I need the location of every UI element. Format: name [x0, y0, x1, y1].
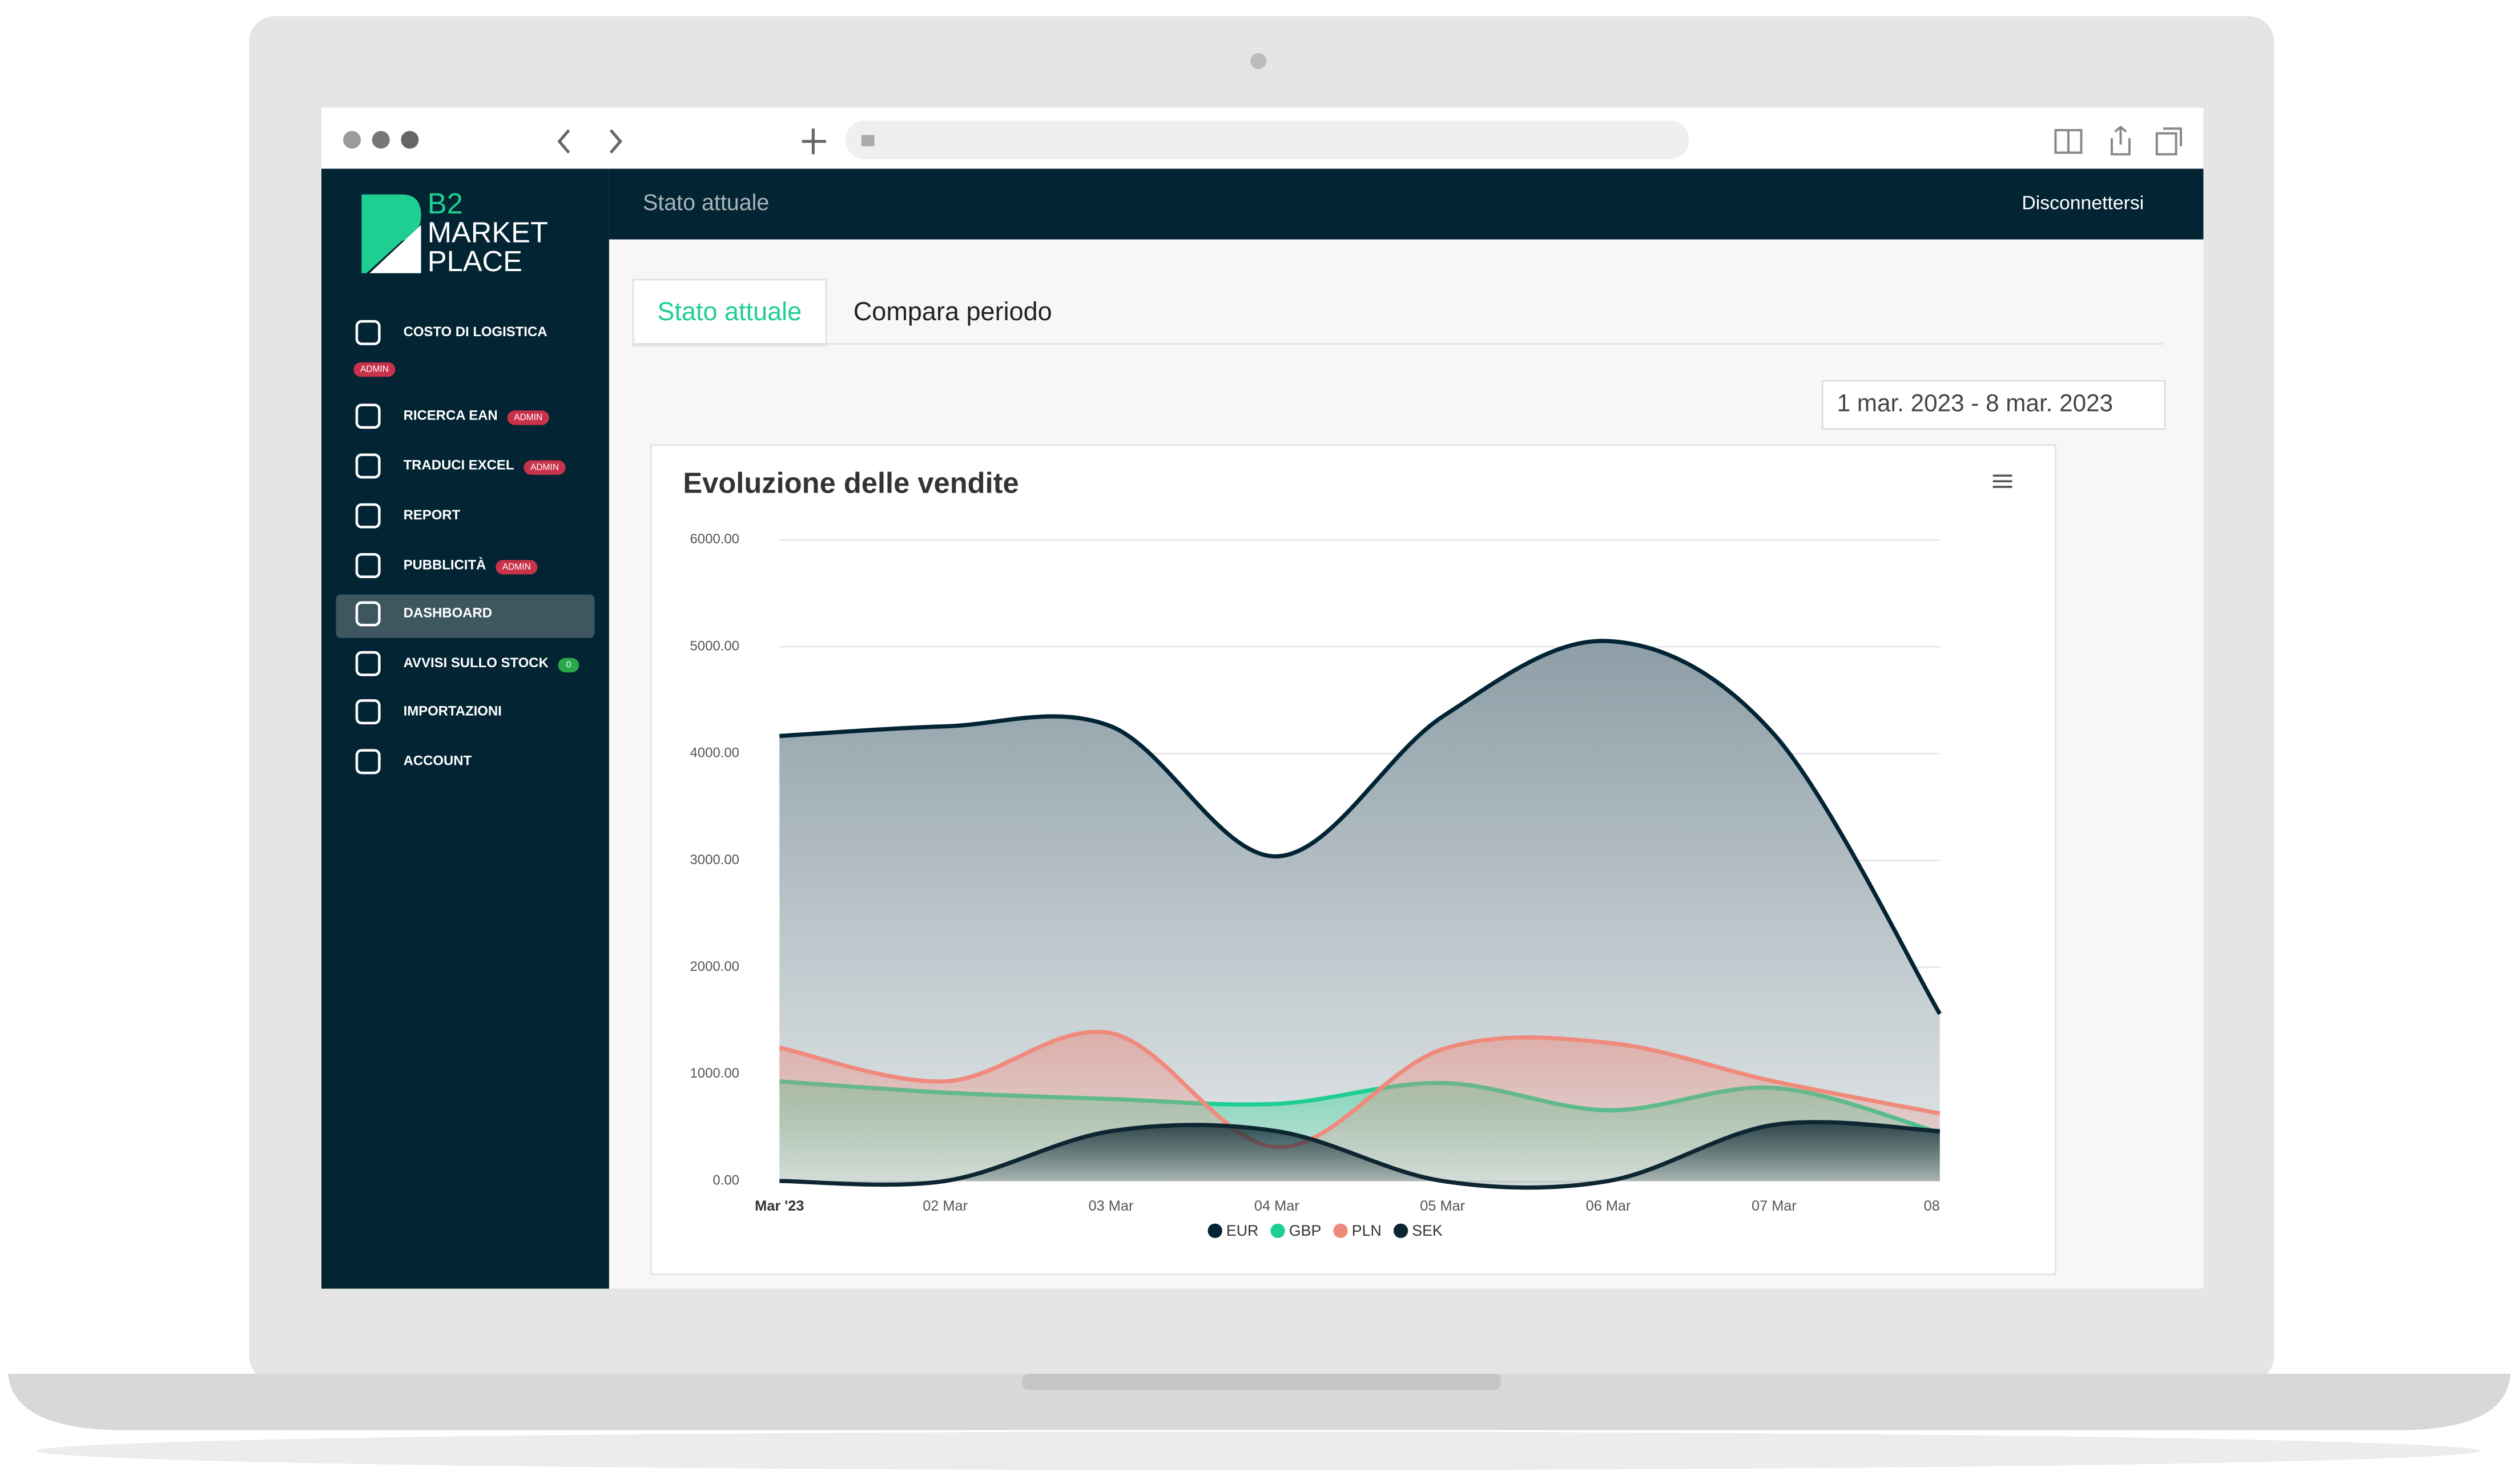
legend-label[interactable]: EUR [1226, 1222, 1258, 1239]
badge [507, 410, 549, 425]
notch [1022, 1373, 1501, 1390]
x-tick-label: 02 Mar [923, 1198, 968, 1214]
laptop-shadow [37, 1431, 2480, 1470]
top-header [609, 168, 2204, 240]
x-tick-label: 06 Mar [1586, 1198, 1631, 1214]
y-tick-label: 3000.00 [690, 852, 739, 868]
menu-icon [355, 320, 381, 345]
legend-label[interactable]: SEK [1412, 1222, 1443, 1239]
y-tick-label: 1000.00 [690, 1066, 739, 1081]
menu-icon [355, 699, 381, 725]
camera [1250, 53, 1267, 70]
x-tick-label: 05 Mar [1420, 1198, 1465, 1214]
series-line [779, 1120, 1940, 1190]
menu-item[interactable]: PUBBLICITÀ [404, 556, 486, 572]
badge-text: ADMIN [502, 562, 531, 572]
x-tick-label: Mar '23 [755, 1198, 804, 1214]
menu-item[interactable]: REPORT [404, 507, 461, 523]
logo-mark [361, 194, 421, 273]
y-tick-label: 5000.00 [690, 638, 739, 654]
menu-item[interactable]: COSTO DI LOGISTICA [404, 324, 548, 340]
logo-text: B2 [428, 187, 463, 220]
menu-item[interactable]: AVVISI SULLO STOCK [404, 655, 549, 671]
laptop-base [8, 1373, 2511, 1430]
chart-menu[interactable] [1992, 474, 2012, 488]
header-title: Stato attuale [643, 190, 769, 215]
browser-icons[interactable] [2054, 125, 2182, 156]
x-tick-label: 04 Mar [1254, 1198, 1299, 1214]
nav-icons[interactable] [557, 128, 826, 155]
menu-icon [355, 503, 381, 529]
badge-text: ADMIN [514, 413, 542, 422]
y-tick-label: 6000.00 [690, 531, 739, 547]
legend-label[interactable]: GBP [1289, 1222, 1321, 1239]
menu-active-bg [336, 594, 595, 638]
badge [558, 658, 579, 673]
x-tick-label: 03 Mar [1089, 1198, 1134, 1214]
menu-icon [355, 404, 381, 429]
logo-text: PLACE [428, 245, 522, 277]
badge-text: ADMIN [360, 365, 389, 374]
menu-icon [355, 453, 381, 479]
x-tick-label: 08 M [1924, 1198, 1956, 1214]
window-dot [343, 131, 361, 149]
legend-dot[interactable] [1333, 1223, 1348, 1239]
window-dot [401, 131, 419, 149]
chart-title: Evoluzione delle vendite [683, 467, 1019, 499]
badge [524, 460, 566, 475]
badge-text: 0 [566, 660, 571, 670]
series-line [779, 639, 1942, 1015]
menu-item[interactable]: IMPORTAZIONI [404, 703, 502, 719]
menu-icon [355, 651, 381, 676]
address-bar[interactable] [845, 120, 1689, 159]
menu-icon [355, 749, 381, 775]
menu-item[interactable]: ACCOUNT [404, 753, 472, 769]
menu-icon [355, 601, 381, 627]
lock-icon [861, 135, 875, 147]
tab[interactable]: Stato attuale [657, 297, 802, 326]
tab-active-bg [632, 279, 827, 346]
legend-dot[interactable] [1393, 1223, 1408, 1239]
badge [496, 560, 538, 575]
menu-icon [355, 553, 381, 578]
logo-mark [369, 225, 421, 273]
legend-dot[interactable] [1207, 1223, 1222, 1239]
menu-item[interactable]: DASHBOARD [404, 606, 492, 621]
y-tick-label: 2000.00 [690, 959, 739, 974]
y-tick-label: 0.00 [712, 1172, 739, 1188]
badge-text: ADMIN [530, 462, 559, 472]
date-box[interactable] [1821, 380, 2166, 430]
legend-label[interactable]: PLN [1352, 1222, 1382, 1239]
sidebar [321, 168, 609, 1289]
date-range[interactable]: 1 mar. 2023 - 8 mar. 2023 [1837, 390, 2113, 417]
badge [353, 362, 396, 377]
y-tick-label: 4000.00 [690, 745, 739, 761]
legend-dot[interactable] [1270, 1223, 1285, 1239]
tab[interactable]: Compara periodo [854, 297, 1052, 326]
menu-item[interactable]: TRADUCI EXCEL [404, 458, 514, 473]
logo-text: MARKET [428, 216, 548, 248]
logout[interactable]: Disconnettersi [2022, 192, 2144, 213]
menu-item[interactable]: RICERCA EAN [404, 408, 498, 423]
window-dot [372, 131, 390, 149]
series-line [779, 1030, 1941, 1150]
x-tick-label: 07 Mar [1752, 1198, 1797, 1214]
